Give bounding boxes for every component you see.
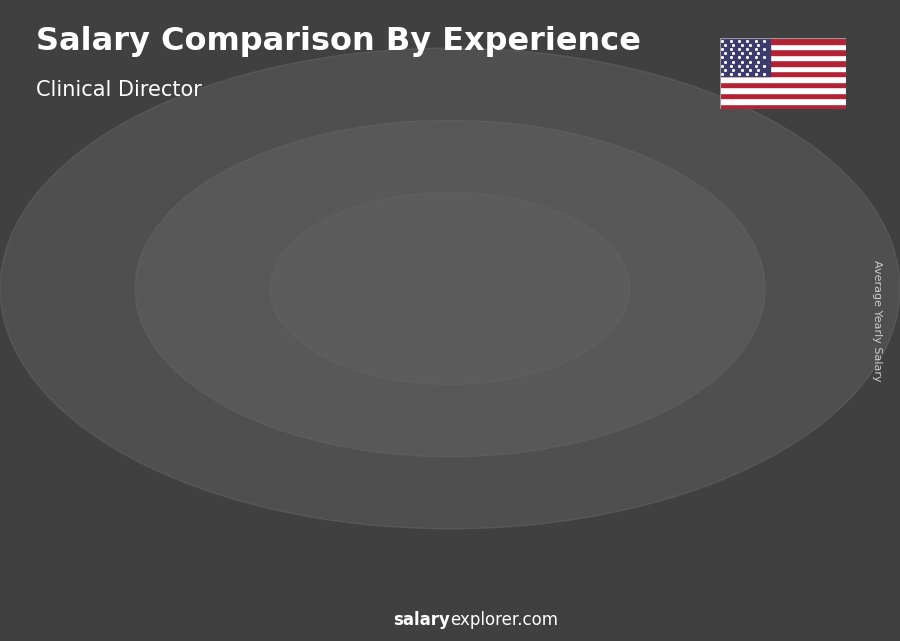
Bar [208,358,275,363]
FancyArrowPatch shape [651,167,750,204]
Text: 342,000 USD: 342,000 USD [452,267,535,279]
Text: Salary Comparison By Experience: Salary Comparison By Experience [36,26,641,56]
Bar [723,188,789,197]
Bar [404,293,413,300]
Bar [720,38,846,44]
Ellipse shape [270,192,630,385]
Text: salary: salary [393,612,450,629]
FancyArrowPatch shape [522,191,620,237]
Text: 2 to 5: 2 to 5 [221,585,271,599]
Bar [275,358,284,564]
Bar [465,244,532,564]
Bar [720,104,846,109]
Text: 20+ Years: 20+ Years [717,585,804,599]
Bar [532,244,541,564]
Text: 290,000 USD: 290,000 USD [323,312,406,325]
Bar [80,401,147,406]
Bar [404,293,413,564]
Bar [789,188,798,564]
Text: 174,000 USD: 174,000 USD [66,413,148,426]
Bar [661,211,670,564]
Bar [720,60,846,65]
Text: < 2 Years: < 2 Years [77,585,158,599]
Text: +32%: +32% [287,222,350,241]
Text: +26%: +26% [161,277,220,295]
Bar [147,401,156,564]
Bar [337,293,404,300]
Bar [720,76,846,82]
Bar [465,244,532,253]
FancyArrowPatch shape [136,340,235,394]
Bar [723,188,789,564]
Bar [275,358,284,363]
Bar [720,93,846,98]
Text: +6%: +6% [678,122,731,142]
Bar [594,211,661,564]
Text: Clinical Director: Clinical Director [36,80,202,100]
Text: explorer.com: explorer.com [450,612,558,629]
Ellipse shape [135,121,765,456]
Bar [80,401,147,564]
Bar [208,358,275,564]
Bar [720,98,846,104]
Bar [789,188,798,197]
Bar [532,244,541,253]
Bar [661,211,670,220]
Text: 5 to 10: 5 to 10 [345,585,405,599]
FancyArrowPatch shape [392,227,491,286]
Bar [337,293,404,564]
Text: 220,000 USD: 220,000 USD [194,373,277,386]
Bar [720,71,846,76]
Bar [720,65,846,71]
Text: +18%: +18% [414,176,482,196]
Text: 402,000 USD: 402,000 USD [709,215,791,228]
Ellipse shape [0,48,900,529]
Text: +11%: +11% [542,149,610,169]
Bar [720,82,846,87]
Bar [720,54,846,60]
Bar [147,401,156,406]
FancyArrowPatch shape [264,278,363,351]
Bar [720,38,770,76]
Bar [720,49,846,54]
Bar [720,44,846,49]
Bar [720,87,846,93]
Bar [594,211,661,220]
Text: 10 to 15: 10 to 15 [468,585,538,599]
Text: 378,000 USD: 378,000 USD [580,235,663,249]
Text: Average Yearly Salary: Average Yearly Salary [872,260,883,381]
Text: 15 to 20: 15 to 20 [597,585,667,599]
